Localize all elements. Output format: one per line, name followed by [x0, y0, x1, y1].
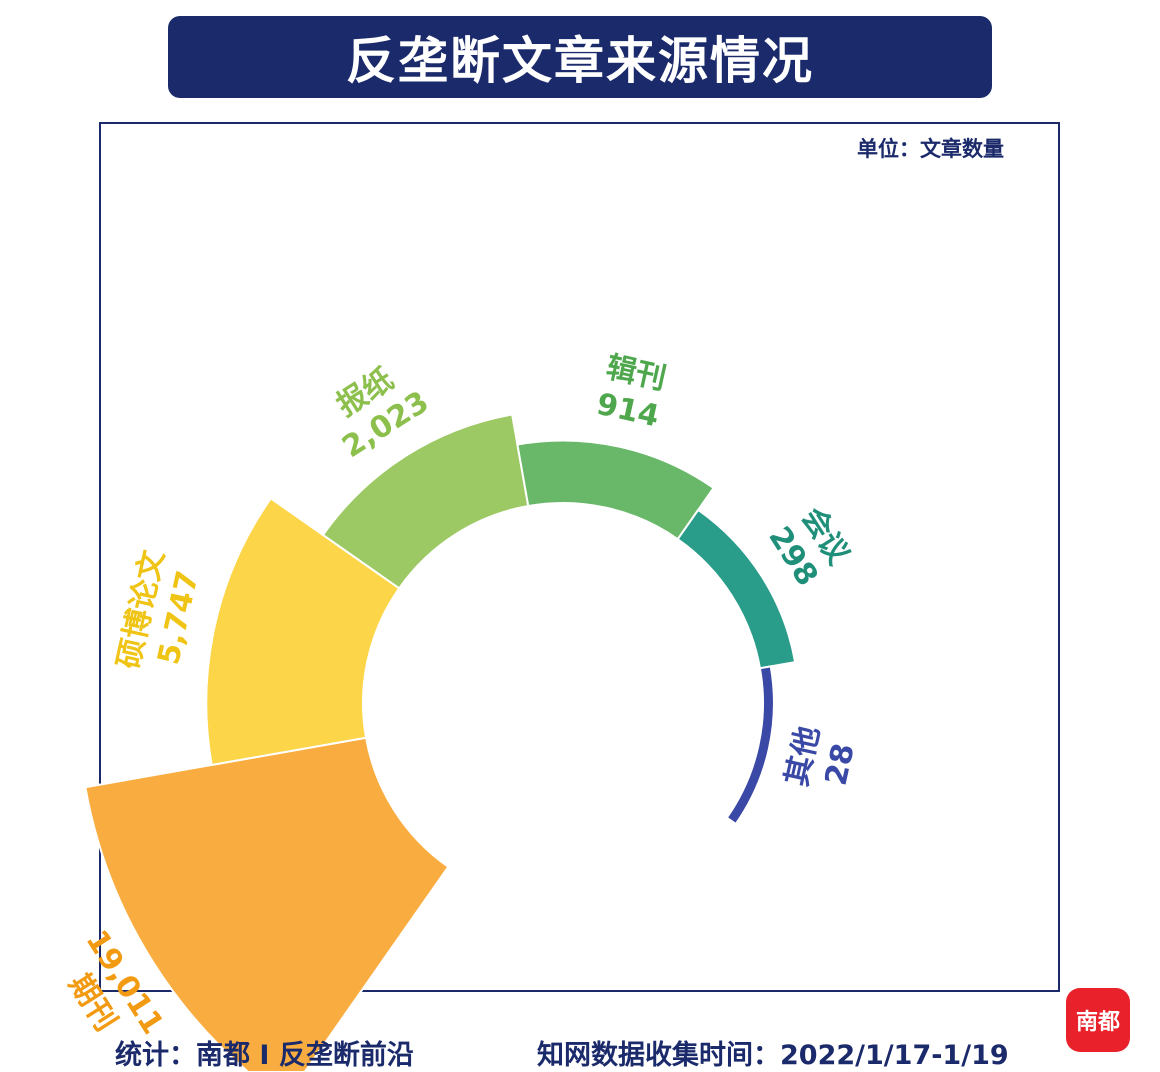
slice-辑刊: [516, 439, 715, 541]
value-label: 28: [819, 740, 862, 788]
source-credit: 统计：南都 I 反垄断前沿: [115, 1040, 414, 1071]
slice-报纸: [321, 413, 530, 590]
slice-会议: [676, 508, 797, 670]
nandu-logo[interactable]: 南都: [1066, 988, 1130, 1052]
slice-硕博论文: [205, 497, 401, 767]
slice-其他: [725, 665, 775, 826]
chart-frame: [99, 122, 1060, 992]
page-title: 反垄断文章来源情况: [346, 32, 814, 90]
slice-期刊: [84, 736, 450, 1071]
unit-label: 单位：文章数量: [857, 137, 1004, 161]
title-bar: 反垄断文章来源情况: [168, 16, 992, 98]
chart-slices: [84, 413, 797, 1071]
logo-text: 南都: [1075, 1009, 1120, 1035]
data-collection-date: 知网数据收集时间：2022/1/17-1/19: [537, 1040, 1009, 1071]
